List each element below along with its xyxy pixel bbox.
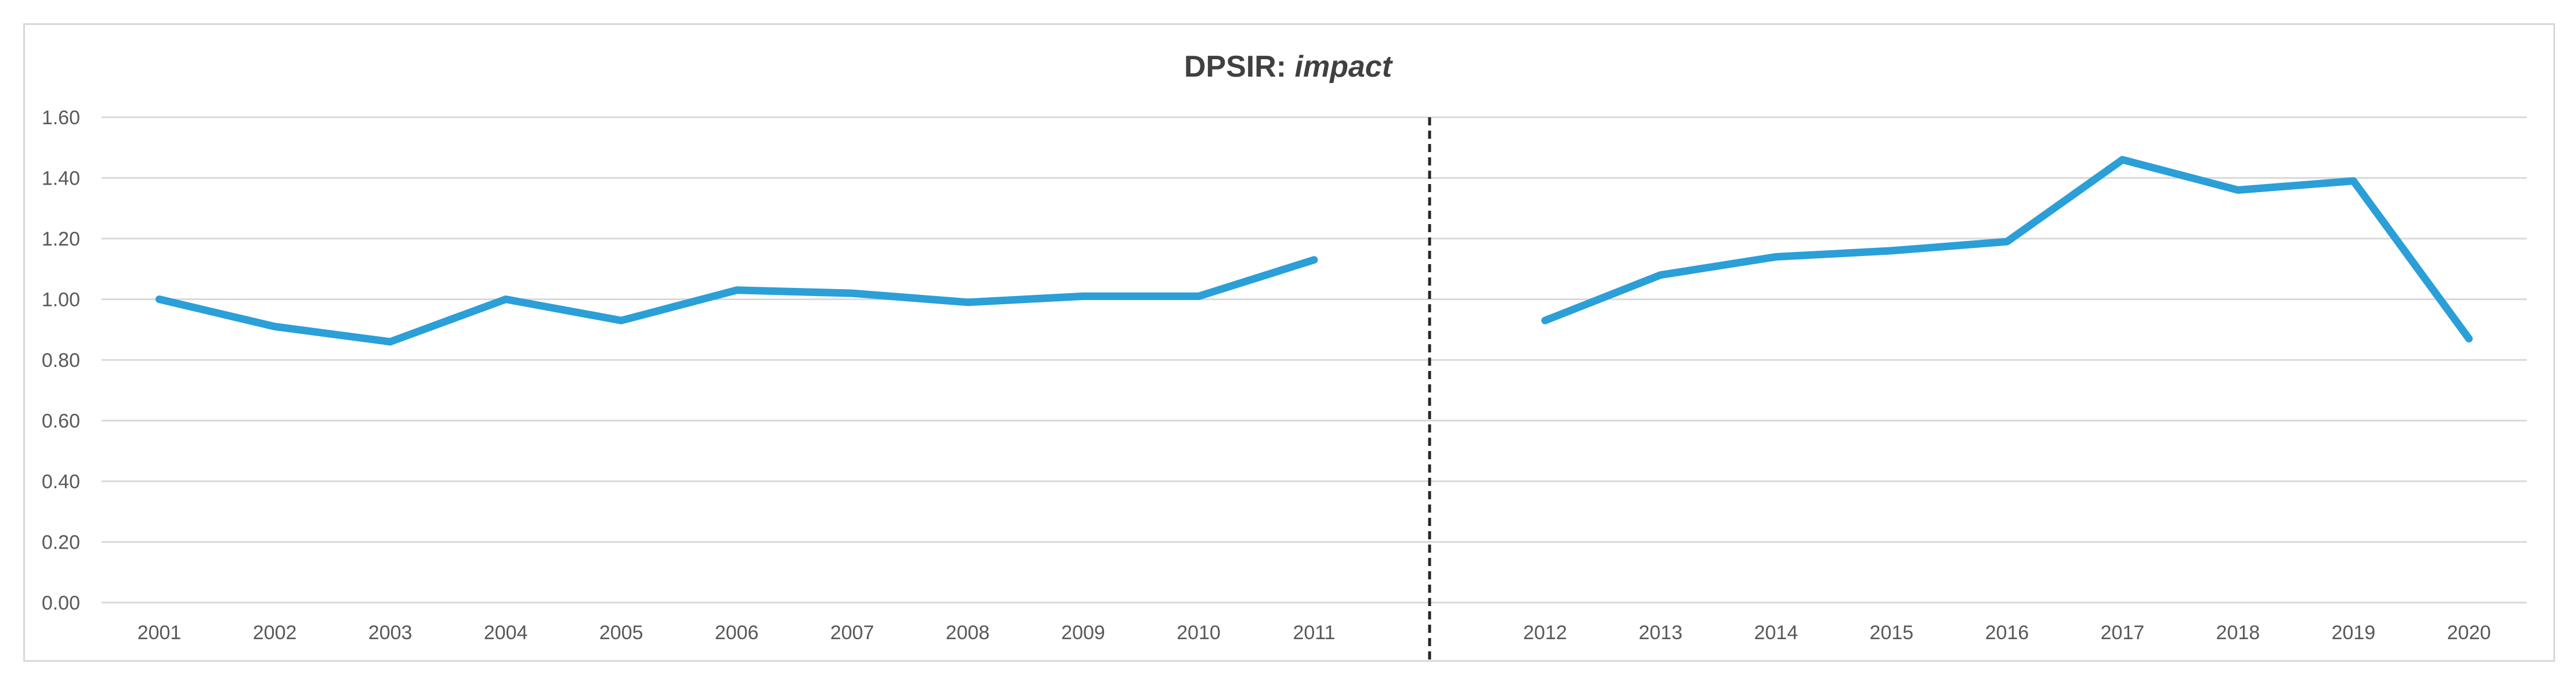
series-line-segment xyxy=(1541,156,2473,343)
x-tick-label: 2016 xyxy=(1985,622,2029,644)
y-tick-label: 0.80 xyxy=(42,349,80,372)
gridlines xyxy=(102,116,2527,604)
x-tick-label: 2008 xyxy=(946,622,990,644)
x-tick-label: 2017 xyxy=(2101,622,2145,644)
x-tick-label: 2010 xyxy=(1177,622,1221,644)
y-tick-label: 1.60 xyxy=(42,107,80,129)
x-tick-label: 2020 xyxy=(2447,622,2491,644)
x-tick-label: 2009 xyxy=(1061,622,1105,644)
y-axis-ticks: 0.00 0.20 0.40 0.60 0.80 1.00 1.20 1.40 1.60 xyxy=(42,107,80,614)
x-tick-label: 2003 xyxy=(368,622,413,644)
x-tick-label: 2005 xyxy=(599,622,643,644)
x-tick-label: 2012 xyxy=(1523,622,1567,644)
x-tick-label: 2019 xyxy=(2332,622,2376,644)
y-tick-label: 0.00 xyxy=(42,592,80,614)
y-tick-label: 1.20 xyxy=(42,228,80,250)
y-tick-label: 0.20 xyxy=(42,532,80,554)
series-lines xyxy=(155,156,2473,346)
x-tick-label: 2001 xyxy=(138,622,182,644)
x-tick-label: 2014 xyxy=(1754,622,1798,644)
y-tick-label: 0.60 xyxy=(42,410,80,432)
x-tick-label: 2015 xyxy=(1869,622,1913,644)
y-tick-label: 0.40 xyxy=(42,471,80,493)
chart-title: DPSIR: impact xyxy=(1184,50,1394,84)
x-axis-ticks: 2001 2002 2003 2004 2005 2006 2007 2008 2009 2010… xyxy=(138,622,2491,644)
y-tick-label: 1.00 xyxy=(42,289,80,311)
x-tick-label: 2002 xyxy=(253,622,297,644)
series-line-segment xyxy=(155,256,1318,346)
x-tick-label: 2006 xyxy=(715,622,759,644)
x-tick-label: 2007 xyxy=(830,622,874,644)
chart-frame xyxy=(23,23,2555,662)
x-tick-label: 2013 xyxy=(1638,622,1683,644)
y-tick-label: 1.40 xyxy=(42,168,80,190)
x-tick-label: 2004 xyxy=(484,622,528,644)
x-tick-label: 2018 xyxy=(2216,622,2260,644)
x-tick-label: 2011 xyxy=(1293,622,1335,644)
